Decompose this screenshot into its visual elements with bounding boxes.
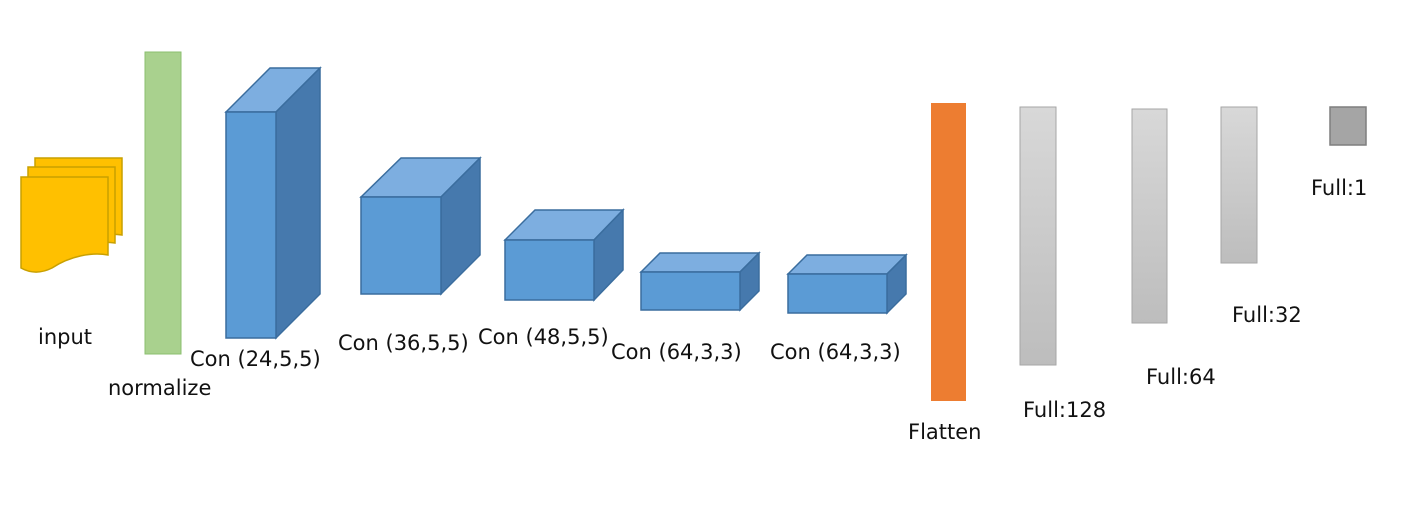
conv5-layer: Con (64,3,3) (770, 253, 908, 364)
full32-layer: Full:32 (1220, 106, 1302, 327)
full128-label: Full:128 (1023, 398, 1106, 422)
full32-bar (1220, 106, 1258, 264)
conv2-cube (359, 156, 482, 296)
full128-layer: Full:128 (1019, 106, 1106, 422)
flatten-bar (931, 103, 966, 401)
full64-label: Full:64 (1146, 365, 1216, 389)
full128-bar (1019, 106, 1057, 366)
conv2-label: Con (36,5,5) (338, 331, 469, 355)
conv3-layer: Con (48,5,5) (478, 208, 625, 349)
conv5-cube (786, 253, 908, 315)
full64-layer: Full:64 (1131, 108, 1216, 389)
full64-bar (1131, 108, 1168, 324)
normalize-label: normalize (108, 376, 211, 400)
flatten-layer: Flatten (908, 103, 981, 444)
flatten-label: Flatten (908, 420, 981, 444)
conv1-layer: Con (24,5,5) (190, 66, 322, 371)
full1-box (1329, 106, 1367, 146)
document-stack-icon (20, 157, 123, 273)
conv1-label: Con (24,5,5) (190, 347, 321, 371)
conv4-cube (639, 251, 761, 312)
normalize-layer: normalize (108, 51, 211, 400)
full1-label: Full:1 (1311, 176, 1367, 200)
input-label: input (38, 325, 92, 349)
input-layer: input (20, 157, 123, 349)
conv3-cube (503, 208, 625, 302)
full1-layer: Full:1 (1311, 106, 1367, 200)
full32-label: Full:32 (1232, 303, 1302, 327)
conv4-layer: Con (64,3,3) (611, 251, 761, 364)
conv3-label: Con (48,5,5) (478, 325, 609, 349)
normalize-bar (144, 51, 182, 355)
conv1-cube (224, 66, 322, 340)
conv5-label: Con (64,3,3) (770, 340, 901, 364)
conv2-layer: Con (36,5,5) (338, 156, 482, 355)
conv4-label: Con (64,3,3) (611, 340, 742, 364)
